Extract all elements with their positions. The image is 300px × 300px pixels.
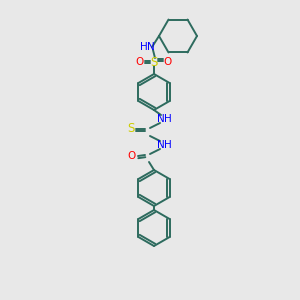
Text: N: N <box>157 140 165 150</box>
Text: N: N <box>147 42 154 52</box>
Text: H: H <box>164 140 172 150</box>
Text: O: O <box>164 57 172 67</box>
Text: S: S <box>150 56 158 68</box>
Text: O: O <box>128 151 136 161</box>
Text: O: O <box>136 57 144 67</box>
Text: H: H <box>164 114 172 124</box>
Text: N: N <box>157 114 165 124</box>
Text: H: H <box>140 42 148 52</box>
Text: S: S <box>127 122 135 136</box>
